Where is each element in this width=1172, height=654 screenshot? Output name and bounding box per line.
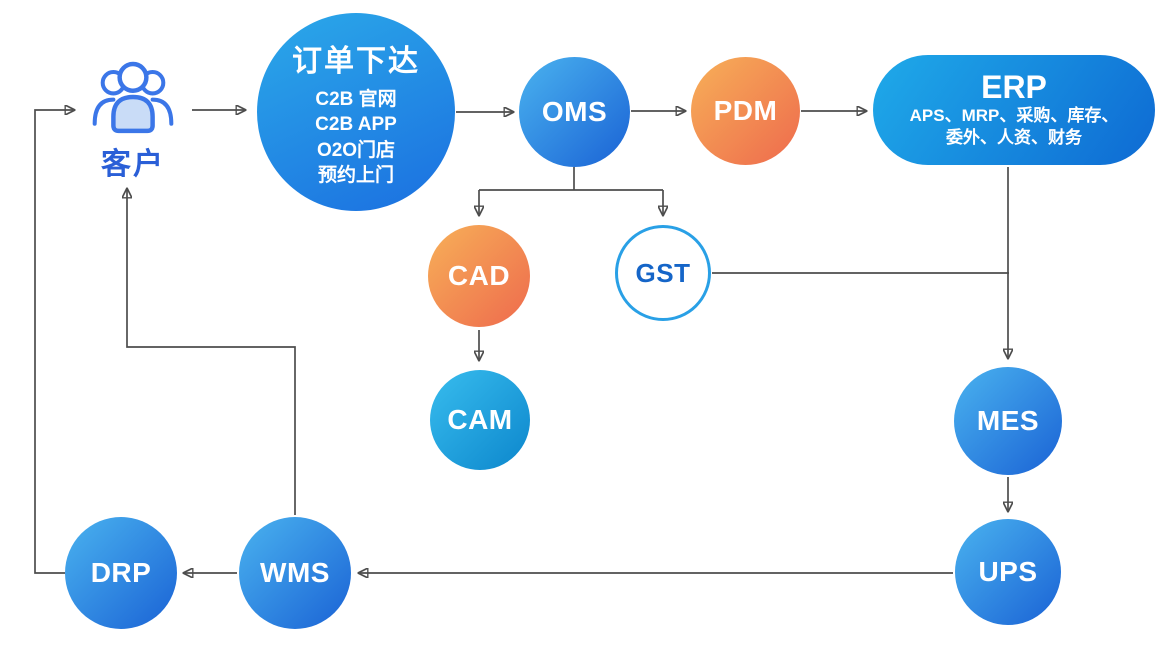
node-cam: CAM (430, 370, 530, 470)
customer-label: 客户 (101, 148, 165, 181)
erp-modules: 委外、人资、财务 (946, 127, 1082, 147)
node-drp: DRP (65, 517, 177, 629)
node-customer: 客户 (79, 56, 187, 183)
order-title: 订单下达 (292, 45, 420, 79)
node-cad: CAD (428, 225, 530, 327)
order-channel: C2B 官网 (315, 89, 397, 111)
node-oms: OMS (519, 57, 630, 167)
erp-modules: APS、MRP、采购、库存、 (909, 105, 1119, 125)
node-wms: WMS (239, 517, 351, 629)
node-order: 订单下达 C2B 官网 C2B APP O2O门店 预约上门 (257, 13, 455, 211)
arrow-drp-to-customer (34, 110, 74, 574)
order-channel: C2B APP (315, 114, 397, 136)
node-ups: UPS (955, 519, 1061, 625)
erp-title: ERP (981, 69, 1047, 106)
node-mes: MES (954, 367, 1062, 475)
node-gst: GST (615, 225, 711, 321)
node-erp: ERP APS、MRP、采购、库存、 委外、人资、财务 (873, 55, 1155, 165)
customers-icon (92, 61, 174, 134)
node-pdm: PDM (691, 57, 800, 165)
arrow-wms-to-customer (127, 189, 296, 515)
order-channel: O2O门店 (316, 139, 396, 161)
order-channel: 预约上门 (317, 164, 394, 186)
